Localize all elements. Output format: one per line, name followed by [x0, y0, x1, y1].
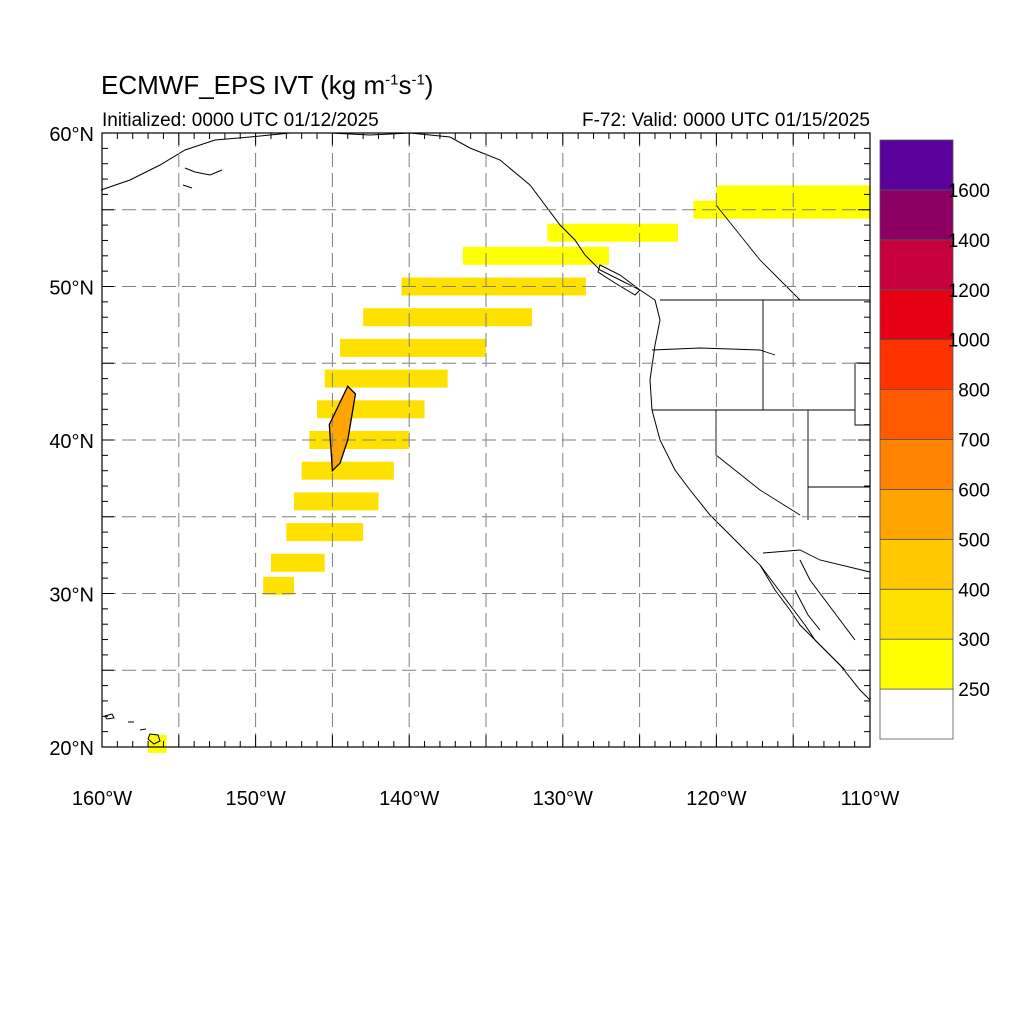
- lon-tick-label: 130°W: [533, 788, 593, 810]
- colorbar-label: 1200: [948, 281, 990, 302]
- colorbar-label: 1600: [948, 181, 990, 202]
- colorbar-swatch: [879, 189, 954, 241]
- colorbar-swatch: [879, 239, 954, 291]
- bc-alberta-border: [715, 204, 801, 301]
- title-suffix: ): [424, 70, 434, 100]
- colorbar-label: 1000: [948, 331, 990, 352]
- colorbar-label: 400: [958, 580, 990, 601]
- graticule-layer: [102, 133, 870, 747]
- coastline-layer: [100, 132, 871, 745]
- title-mid: s: [398, 70, 412, 100]
- colorbar-swatch: [879, 588, 954, 640]
- ivt-cell: [301, 461, 394, 480]
- alaska-coastline: [100, 132, 586, 256]
- colorbar: 250 300 400 500 600 700 800 1000 1200 1400 1600: [879, 139, 990, 740]
- ivt-cell: [363, 308, 533, 327]
- colorbar-label: 300: [958, 630, 990, 651]
- canada-coastline: [584, 254, 661, 346]
- baja-california: [759, 564, 846, 671]
- ivt-cell: [462, 246, 609, 265]
- colorbar-swatch: [879, 538, 954, 590]
- ivt-core: [329, 386, 356, 471]
- ivt-cell: [286, 523, 364, 542]
- ivt-cell: [294, 492, 379, 511]
- ivt-cell: [324, 369, 448, 388]
- colorbar-swatch: [879, 439, 954, 490]
- lon-tick-label: 110°W: [841, 788, 900, 810]
- colorbar-label: 700: [958, 431, 990, 452]
- title-superscript-1: -1: [385, 71, 399, 89]
- wa-or-border: [651, 347, 776, 356]
- colorbar-label: 800: [958, 381, 990, 402]
- axis-labels-layer: 160°W 150°W 140°W 130°W 120°W 110°W 20°N 30°N 40…: [49, 124, 899, 810]
- colorbar-swatch: [879, 389, 954, 440]
- lon-tick-label: 160°W: [72, 788, 132, 810]
- lon-tick-label: 150°W: [225, 788, 285, 810]
- valid-time-label: F-72: Valid: 0000 UTC 01/15/2025: [582, 110, 870, 131]
- lat-tick-label: 30°N: [49, 585, 94, 607]
- ivt-field-layer: [148, 185, 870, 753]
- colorbar-swatch: [879, 489, 954, 540]
- aleutian-islands: [182, 167, 223, 189]
- initialized-label: Initialized: 0000 UTC 01/12/2025: [102, 110, 379, 131]
- us-west-coastline: [649, 344, 871, 701]
- vancouver-island: [597, 264, 641, 296]
- az-mexico-border: [762, 549, 871, 573]
- title-superscript-2: -1: [411, 71, 425, 89]
- colorbar-label: 1400: [948, 231, 990, 252]
- axis-ticks-layer: [101, 132, 871, 748]
- colorbar-swatch: [879, 339, 954, 390]
- chart-title: ECMWF_EPS IVT (kg m-1s-1): [101, 70, 433, 101]
- colorbar-label: 250: [958, 680, 990, 701]
- lat-tick-label: 40°N: [49, 431, 94, 453]
- ca-nv-border: [715, 410, 801, 516]
- ivt-cell: [693, 200, 870, 219]
- lat-tick-label: 60°N: [49, 124, 94, 146]
- lon-tick-label: 140°W: [379, 788, 439, 810]
- colorbar-label: 500: [958, 530, 990, 551]
- ivt-cell: [547, 223, 678, 242]
- ivt-cell: [340, 338, 486, 357]
- ivt-cell: [263, 576, 294, 595]
- ivt-contour-line: [328, 385, 357, 473]
- colorbar-swatch: [879, 638, 954, 690]
- colorbar-swatch: [879, 139, 954, 191]
- state-border-layer: [651, 204, 871, 573]
- ivt-cell: [148, 734, 167, 753]
- lat-tick-label: 20°N: [49, 738, 94, 760]
- title-prefix: ECMWF_EPS IVT (kg m: [101, 70, 386, 100]
- gulf-of-california: [799, 559, 856, 641]
- ivt-cell: [270, 553, 325, 572]
- hawaii-islands: [104, 713, 161, 745]
- lat-tick-label: 50°N: [49, 278, 94, 300]
- colorbar-swatch: [879, 688, 954, 740]
- colorbar-label: 600: [958, 480, 990, 501]
- lon-tick-label: 120°W: [686, 788, 746, 810]
- colorbar-swatch: [879, 289, 954, 341]
